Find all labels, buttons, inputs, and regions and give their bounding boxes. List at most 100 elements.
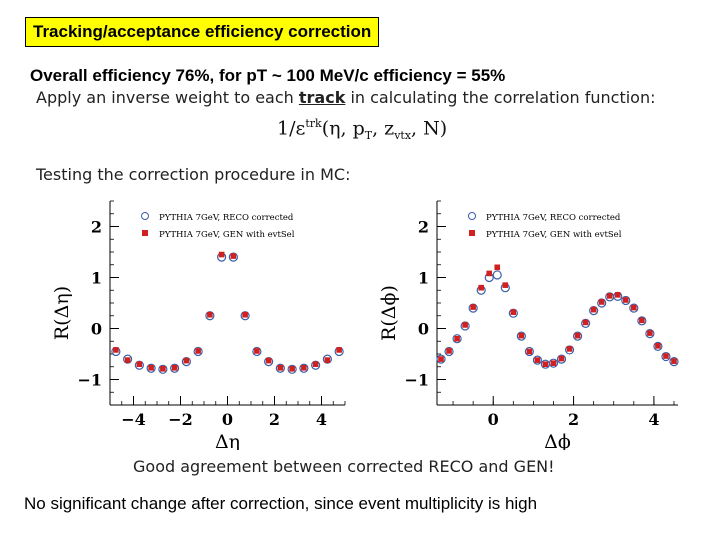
data-point-gen [301, 364, 307, 371]
formula-post: , N) [411, 117, 448, 140]
conclusion-text: No significant change after correction, … [24, 494, 538, 513]
data-point-gen [639, 317, 645, 324]
y-tick-label: 1 [91, 269, 102, 288]
data-point-gen [446, 348, 452, 354]
data-point-reco [252, 346, 262, 357]
x-tick-label: 0 [222, 410, 233, 429]
data-point-reco [508, 308, 518, 318]
agreement-text: Good agreement between corrected RECO an… [133, 457, 555, 476]
data-point-reco [621, 295, 631, 306]
data-point-reco [264, 357, 274, 367]
data-point-gen [183, 357, 190, 364]
data-point-gen [113, 347, 119, 353]
data-point-gen [265, 357, 272, 364]
data-point-reco [205, 311, 215, 321]
data-point-gen [558, 355, 565, 362]
data-point-reco [460, 321, 470, 331]
x-axis-title: Δϕ [544, 431, 571, 450]
data-point-gen [289, 365, 295, 372]
data-point-reco [581, 318, 591, 328]
data-point-gen [136, 361, 143, 367]
formula-pre: 1/ε [277, 117, 306, 140]
data-point-gen [526, 348, 533, 355]
dphi-correlation-plot: 0 2 4 −1 0 1 2 Δϕ R(Δϕ) PYTHIA 7GeV, RECO correct… [380, 200, 679, 450]
data-point-gen [494, 264, 501, 271]
data-point-reco [123, 354, 133, 364]
x-tick-label: −4 [121, 410, 146, 429]
data-point-gen [574, 332, 581, 339]
apply-text-post: in calculating the correlation function: [345, 88, 656, 107]
y-axis-title: R(Δη) [51, 286, 73, 340]
slide-title: Tracking/acceptance efficiency correctio… [25, 17, 380, 47]
x-tick-label: 2 [568, 410, 579, 429]
data-point-gen [622, 297, 629, 303]
data-point-gen [336, 347, 342, 353]
data-point-reco [311, 360, 321, 370]
data-point-gen [566, 346, 573, 352]
data-point-reco [572, 331, 583, 341]
y-axis-title: R(Δϕ) [380, 285, 400, 341]
data-point-gen [590, 306, 597, 313]
testing-text: Testing the correction procedure in MC: [36, 165, 351, 184]
y-tick-label: 1 [418, 269, 429, 288]
x-tick-label: 0 [488, 410, 499, 429]
data-point-gen [510, 309, 517, 315]
x-axis-title: Δη [215, 431, 240, 450]
formula-sub-vtx: vtx [394, 129, 412, 143]
data-point-reco [629, 303, 639, 313]
data-point-reco [516, 331, 526, 341]
legend-marker-reco [468, 212, 476, 220]
deta-correlation-plot: −4 −2 0 2 4 −1 0 1 2 Δη R(Δη) PYTHIA 7GeV, RECO cor… [51, 200, 346, 450]
overall-efficiency-text: Overall efficiency 76%, for pT ~ 100 MeV… [30, 66, 506, 85]
data-point-gen [148, 364, 154, 371]
data-point-gen [663, 353, 669, 359]
formula-mid: (η, p [321, 117, 365, 140]
apply-text-pre: Apply an inverse weight to each [36, 88, 299, 107]
data-point-reco [548, 358, 559, 368]
data-point-reco [181, 357, 191, 367]
data-point-reco [228, 252, 238, 262]
y-tick-label: −1 [404, 371, 429, 390]
data-point-gen [534, 357, 541, 363]
data-point-gen [542, 361, 549, 367]
data-point-reco [492, 270, 502, 280]
data-point-gen [470, 304, 476, 310]
y-tick-label: 2 [91, 218, 102, 237]
data-point-gen [254, 348, 260, 354]
data-point-gen [550, 360, 557, 366]
formula-sup: trk [305, 117, 322, 130]
data-point-gen [124, 357, 131, 363]
data-point-reco [193, 346, 203, 357]
data-point-gen [606, 293, 613, 299]
data-point-gen [486, 270, 493, 277]
data-point-reco [653, 341, 663, 351]
data-point-gen [218, 251, 225, 258]
data-point-gen [631, 304, 637, 311]
data-point-reco [468, 303, 478, 313]
data-point-reco [287, 364, 297, 374]
data-point-reco [645, 329, 655, 339]
data-point-reco [170, 363, 180, 373]
legend-label: PYTHIA 7GeV, RECO corrected [486, 213, 621, 223]
x-tick-label: 4 [316, 410, 327, 429]
x-tick-label: 2 [269, 410, 280, 429]
apply-weight-text: Apply an inverse weight to each track in… [36, 88, 655, 107]
data-point-gen [312, 361, 319, 367]
data-point-reco [146, 363, 156, 373]
formula-mid2: , z [372, 117, 395, 140]
data-point-reco [589, 306, 599, 316]
data-point-gen [324, 357, 331, 363]
data-point-reco [556, 354, 567, 364]
data-point-gen [655, 343, 661, 349]
formula-sub-t: T [364, 129, 373, 143]
data-point-gen [598, 299, 605, 305]
data-point-gen [171, 364, 178, 371]
data-point-reco [444, 346, 454, 357]
data-point-reco [240, 311, 250, 321]
data-point-gen [647, 330, 653, 336]
data-point-gen [502, 282, 509, 288]
data-point-reco [532, 355, 543, 365]
data-point-gen [160, 365, 166, 372]
data-point-gen [242, 311, 248, 318]
data-point-gen [230, 253, 237, 259]
